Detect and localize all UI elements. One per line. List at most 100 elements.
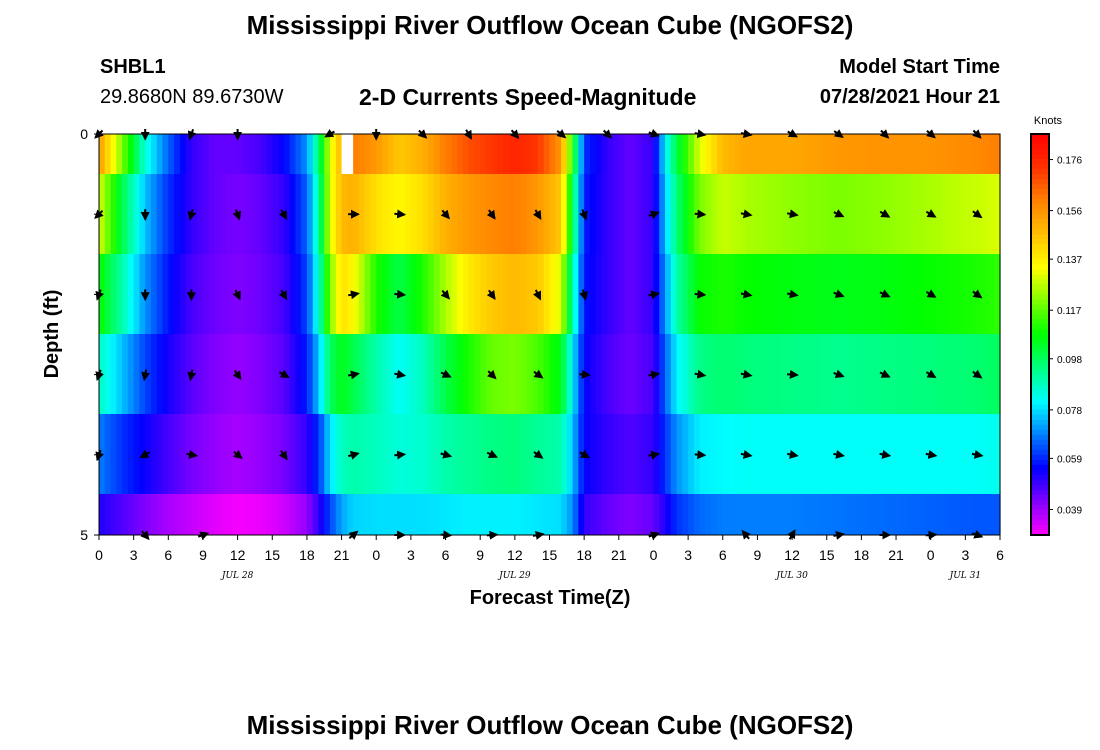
heat-cell bbox=[924, 134, 932, 174]
heat-cell bbox=[589, 494, 597, 535]
heat-cell bbox=[283, 134, 291, 174]
heat-cell bbox=[497, 334, 504, 414]
heat-cell bbox=[566, 414, 574, 494]
heat-cell bbox=[110, 414, 117, 494]
heat-cell bbox=[341, 494, 348, 535]
heat-cell bbox=[745, 494, 753, 535]
heat-cell bbox=[595, 174, 603, 254]
heat-cell bbox=[711, 134, 718, 174]
colorbar-cell bbox=[1031, 159, 1049, 165]
heat-cell bbox=[901, 134, 909, 174]
heat-cell bbox=[318, 134, 325, 174]
heat-cell bbox=[797, 494, 805, 535]
heat-cell bbox=[988, 494, 995, 535]
heat-cell bbox=[613, 134, 620, 174]
heat-cell bbox=[768, 134, 776, 174]
heat-cell bbox=[589, 174, 597, 254]
heat-cell bbox=[994, 254, 1001, 334]
current-arrow bbox=[971, 449, 984, 459]
heat-cell bbox=[543, 414, 551, 494]
current-arrow bbox=[579, 289, 588, 301]
heat-cell bbox=[122, 494, 129, 535]
heat-cell bbox=[341, 174, 348, 254]
heat-cell bbox=[982, 334, 990, 414]
current-arrow bbox=[579, 369, 591, 379]
heat-cell bbox=[844, 134, 851, 174]
heat-cell bbox=[266, 414, 273, 494]
heat-cell bbox=[965, 494, 972, 535]
heat-cell bbox=[855, 494, 862, 535]
heat-cell bbox=[249, 134, 256, 174]
heat-cell bbox=[358, 174, 366, 254]
heat-cell bbox=[774, 134, 782, 174]
colorbar-cell bbox=[1031, 284, 1049, 290]
heat-cell bbox=[312, 334, 320, 414]
heat-cell bbox=[867, 414, 874, 494]
colorbar-cell bbox=[1031, 379, 1049, 386]
heat-cell bbox=[399, 494, 406, 535]
heat-cell bbox=[179, 134, 187, 174]
heat-cell bbox=[676, 334, 683, 414]
heat-cell bbox=[936, 414, 943, 494]
heat-cell bbox=[110, 334, 117, 414]
heat-cell bbox=[272, 134, 279, 174]
heat-cell bbox=[382, 174, 389, 254]
heat-cell bbox=[110, 174, 117, 254]
heat-cell bbox=[485, 134, 493, 174]
heat-cell bbox=[688, 134, 695, 174]
heat-cell bbox=[382, 254, 389, 334]
current-arrow bbox=[278, 209, 288, 221]
heat-cell bbox=[422, 254, 429, 334]
heat-cell bbox=[324, 254, 331, 334]
colorbar-tick-label: 0.156 bbox=[1057, 207, 1082, 218]
heat-cell bbox=[226, 134, 233, 174]
heat-cell bbox=[849, 334, 857, 414]
colorbar-cell bbox=[1031, 524, 1049, 531]
heat-cell bbox=[665, 174, 672, 254]
heat-cell bbox=[202, 134, 210, 174]
colorbar-cell bbox=[1031, 344, 1049, 351]
heat-cell bbox=[451, 494, 458, 535]
heat-cell bbox=[503, 494, 510, 535]
heat-cell bbox=[676, 134, 683, 174]
heat-cell bbox=[410, 414, 418, 494]
heat-cell bbox=[867, 494, 874, 535]
heat-cell bbox=[214, 494, 221, 535]
heat-cell bbox=[468, 494, 476, 535]
heat-cell bbox=[630, 174, 637, 254]
heat-cell bbox=[451, 174, 458, 254]
heat-cell bbox=[670, 414, 678, 494]
heat-cell bbox=[803, 254, 811, 334]
heat-cell bbox=[422, 174, 429, 254]
heat-cell bbox=[630, 334, 637, 414]
heat-cell bbox=[150, 174, 158, 254]
heat-cell bbox=[555, 254, 562, 334]
heat-cell bbox=[532, 494, 539, 535]
heat-cell bbox=[462, 134, 470, 174]
heat-cell bbox=[387, 174, 395, 254]
heat-cell bbox=[705, 494, 712, 535]
heat-cell bbox=[959, 494, 966, 535]
heat-cell bbox=[948, 134, 955, 174]
colorbar-cell bbox=[1031, 429, 1049, 436]
heat-cell bbox=[751, 334, 759, 414]
heat-cell bbox=[780, 334, 787, 414]
heat-cell bbox=[526, 334, 533, 414]
heat-cell bbox=[618, 134, 626, 174]
heat-cell bbox=[122, 254, 129, 334]
heat-cell bbox=[751, 494, 759, 535]
heat-cell bbox=[936, 174, 943, 254]
heat-cell bbox=[844, 334, 851, 414]
heat-cell bbox=[370, 494, 377, 535]
heat-cell bbox=[254, 334, 262, 414]
heat-cell bbox=[197, 134, 204, 174]
current-arrow bbox=[394, 289, 407, 299]
heat-cell bbox=[543, 134, 551, 174]
heat-cell bbox=[757, 334, 764, 414]
heat-cell bbox=[555, 414, 562, 494]
heat-cell bbox=[133, 414, 141, 494]
heat-cell bbox=[815, 414, 822, 494]
heat-cell bbox=[572, 134, 579, 174]
heat-cell bbox=[919, 134, 926, 174]
heat-cell bbox=[872, 174, 880, 254]
